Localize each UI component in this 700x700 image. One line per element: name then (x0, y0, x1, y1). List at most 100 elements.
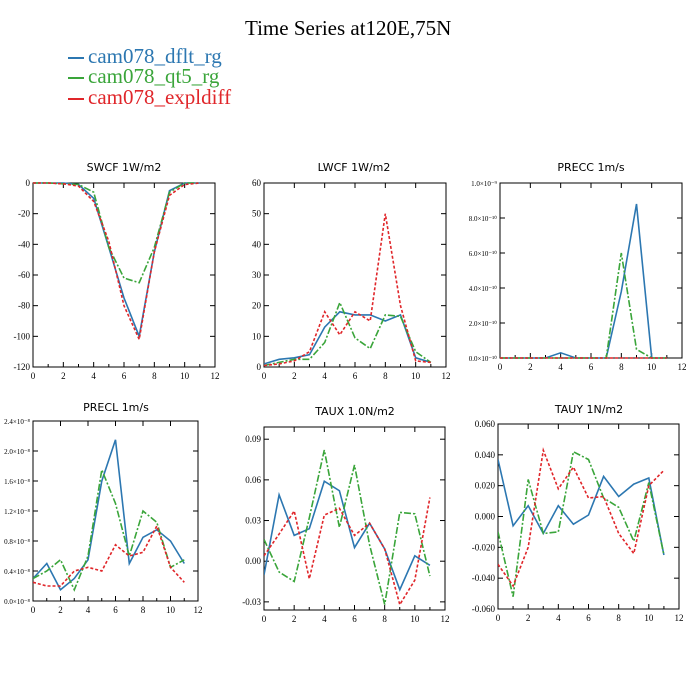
y-tick-label: 1.2×10⁻⁸ (4, 508, 30, 516)
y-tick-label: 6.0×10⁻¹⁰ (469, 250, 497, 258)
figure-title: Time Series at120E,75N (245, 16, 452, 40)
x-tick-label: 6 (113, 605, 118, 615)
x-tick-label: 12 (442, 371, 451, 381)
x-tick-label: 4 (322, 371, 327, 381)
series-line-cam078_dflt_rg (264, 479, 431, 592)
series-line-cam078_expldiff (498, 447, 665, 588)
y-tick-label: 1.0×10⁻⁹ (471, 180, 497, 188)
series-line-cam078_qt5_rg (33, 182, 200, 284)
x-tick-label: 6 (352, 614, 357, 624)
series-line-cam078_expldiff (33, 182, 200, 343)
legend-swatch (68, 77, 84, 80)
chart-panel-3: PRECC 1m/s 0 2 4 6 8 10 12 0.0×10⁻¹⁰ 2.0×10⁻¹⁰ 4.0… (469, 161, 687, 372)
y-tick-label: 0.00 (245, 556, 261, 566)
y-tick-label: 0.0×10⁻¹⁰ (469, 355, 497, 363)
y-tick-label: 0 (257, 362, 262, 372)
plot-frame (263, 426, 446, 611)
x-tick-label: 8 (382, 614, 387, 624)
x-tick-label: 6 (353, 371, 358, 381)
chart-panel-4: PRECL 1m/s 0 2 4 6 8 10 12 0.0×10⁻⁸ 0.4×10⁻⁸ 0.8×1… (4, 401, 202, 615)
x-tick-label: 2 (292, 371, 297, 381)
legend-label: cam078_qt5_rg (88, 64, 220, 88)
y-tick-label: -80 (18, 301, 30, 311)
y-tick-label: 60 (252, 178, 262, 188)
chart-panel-2: LWCF 1W/m2 0 2 4 6 8 10 12 0 10 20 30 40 50 60 (252, 161, 451, 381)
x-tick-label: 6 (586, 613, 591, 623)
series-line-cam078_expldiff (264, 497, 431, 607)
series-line-cam078_dflt_rg (500, 203, 667, 359)
x-tick-label: 12 (211, 371, 220, 381)
series-line-cam078_qt5_rg (264, 300, 432, 367)
series-line-cam078_dflt_rg (33, 439, 185, 592)
x-tick-label: 4 (91, 371, 96, 381)
y-tick-label: 8.0×10⁻¹⁰ (469, 215, 497, 223)
x-tick-label: 4 (86, 605, 91, 615)
plot-frame (497, 423, 680, 610)
y-tick-label: 30 (252, 270, 262, 280)
y-tick-label: 0 (26, 178, 31, 188)
plot-frame (499, 182, 683, 359)
x-tick-label: 2 (292, 614, 297, 624)
legend-label: cam078_expldiff (88, 85, 232, 109)
x-tick-label: 4 (322, 614, 327, 624)
y-tick-label: 0.0×10⁻⁸ (4, 598, 30, 606)
y-tick-label: -60 (18, 270, 30, 280)
series-line-cam078_qt5_rg (33, 466, 185, 592)
plot-frame (32, 182, 216, 368)
series-line-cam078_qt5_rg (264, 449, 431, 605)
series-line-cam078_expldiff (33, 523, 185, 587)
x-tick-label: 10 (166, 605, 176, 615)
x-tick-label: 8 (616, 613, 621, 623)
legend-swatch (68, 98, 84, 101)
y-tick-label: -0.03 (242, 597, 261, 607)
y-tick-label: 0.4×10⁻⁸ (4, 568, 30, 576)
y-tick-label: -20 (18, 209, 30, 219)
x-tick-label: 8 (141, 605, 146, 615)
panel-title: TAUX 1.0N/m2 (314, 405, 395, 418)
legend-entry-qt5: cam078_qt5_rg (68, 64, 219, 89)
x-tick-label: 0 (496, 613, 501, 623)
y-tick-label: 0.060 (475, 419, 496, 429)
y-tick-label: -0.060 (472, 604, 496, 614)
chart-panel-5: TAUX 1.0N/m2 0 2 4 6 8 10 12 -0.03 0.00 0.03 0.06 0.… (242, 405, 449, 624)
series-line-cam078_dflt_rg (498, 459, 665, 556)
y-tick-label: 0.09 (245, 434, 261, 444)
y-tick-label: 10 (252, 331, 262, 341)
panel-title: PRECL 1m/s (83, 401, 149, 414)
y-tick-label: 0.020 (475, 481, 496, 491)
x-tick-label: 4 (556, 613, 561, 623)
x-tick-label: 2 (528, 362, 533, 372)
legend-swatch (68, 57, 84, 60)
x-tick-label: 6 (122, 371, 127, 381)
y-tick-label: -100 (14, 331, 31, 341)
y-tick-label: -120 (14, 362, 31, 372)
y-tick-label: -0.040 (472, 573, 496, 583)
x-tick-label: 0 (498, 362, 503, 372)
y-tick-label: 2.0×10⁻¹⁰ (469, 320, 497, 328)
x-tick-label: 0 (262, 371, 267, 381)
series-line-cam078_expldiff (264, 213, 431, 367)
x-tick-label: 2 (61, 371, 66, 381)
chart-panel-6: TAUY 1N/m2 0 2 4 6 8 10 12 -0.060 -0.040 -0.020 0.0… (472, 403, 684, 623)
panel-title: SWCF 1W/m2 (87, 161, 162, 174)
y-tick-label: 4.0×10⁻¹⁰ (469, 285, 497, 293)
x-tick-label: 12 (441, 614, 450, 624)
y-tick-label: 2.0×10⁻⁸ (4, 448, 30, 456)
y-tick-label: -40 (18, 239, 30, 249)
panel-title: PRECC 1m/s (557, 161, 625, 174)
x-tick-label: 6 (589, 362, 594, 372)
y-tick-label: 1.6×10⁻⁸ (4, 478, 30, 486)
y-tick-label: 0.040 (475, 450, 496, 460)
x-tick-label: 8 (152, 371, 157, 381)
chart-panel-1: SWCF 1W/m2 0 2 4 6 8 10 12 0 -20 -40 -60 -80 -100 -120 (14, 161, 220, 381)
x-tick-label: 2 (58, 605, 63, 615)
plot-frame (32, 420, 199, 602)
panel-title: LWCF 1W/m2 (318, 161, 391, 174)
y-tick-label: 0.06 (245, 475, 261, 485)
y-tick-label: -0.020 (472, 542, 496, 552)
x-tick-label: 10 (411, 371, 421, 381)
x-tick-label: 0 (262, 614, 267, 624)
x-tick-label: 10 (180, 371, 190, 381)
series-line-cam078_dflt_rg (33, 182, 200, 340)
